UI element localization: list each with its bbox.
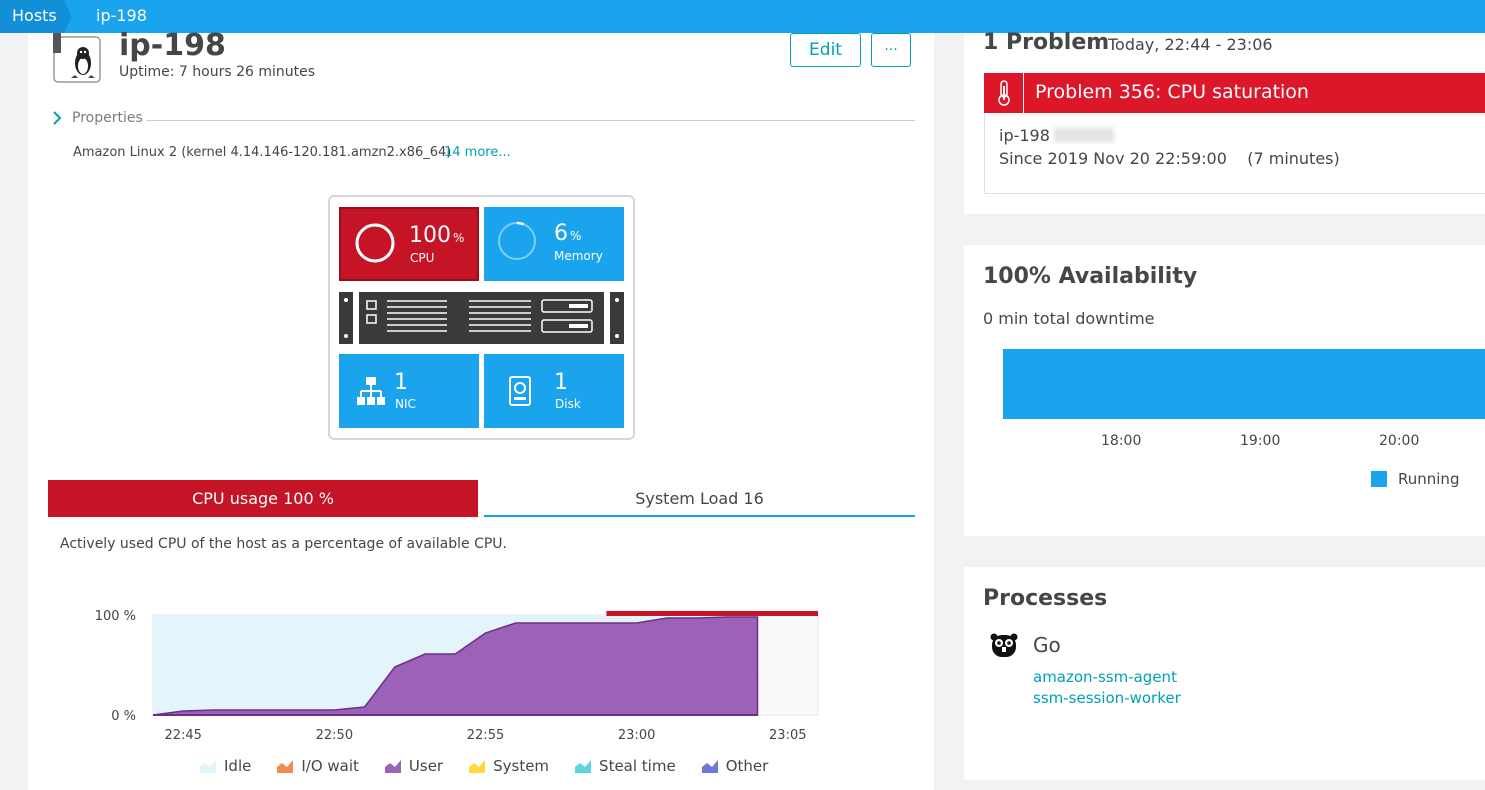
problem-host: ip-198 — [999, 126, 1114, 145]
downtime-text: 0 min total downtime — [983, 309, 1155, 328]
divider — [146, 120, 915, 121]
thermometer-icon — [997, 80, 1010, 106]
legend-label: I/O wait — [301, 757, 359, 775]
processes-card — [964, 567, 1485, 780]
cpu-label: CPU — [410, 251, 435, 265]
go-gopher-icon — [990, 633, 1018, 657]
legend-item[interactable]: I/O wait — [277, 757, 359, 775]
legend-label: Idle — [224, 757, 252, 775]
x-tick-label: 22:55 — [467, 728, 504, 743]
cpu-tile[interactable]: 100% CPU — [339, 207, 479, 281]
chevron-right-icon — [53, 111, 62, 125]
legend-swatch-icon — [200, 760, 216, 773]
process-group-go[interactable]: Go — [1033, 633, 1061, 657]
legend-item[interactable]: Idle — [200, 757, 251, 775]
problem-card — [964, 33, 1485, 214]
disk-value: 1 — [554, 370, 568, 395]
disk-label: Disk — [555, 397, 581, 411]
process-link-amazon-ssm-agent[interactable]: amazon-ssm-agent — [1033, 668, 1177, 686]
x-tick-label: 22:50 — [316, 728, 353, 743]
legend-swatch-icon — [277, 760, 294, 773]
problem-time-range: Today, 22:44 - 23:06 — [1108, 35, 1273, 54]
breadcrumb-hosts[interactable]: Hosts — [0, 0, 72, 33]
y-tick-label: 100 % — [95, 609, 136, 624]
memory-tile[interactable]: 6% Memory — [484, 207, 624, 281]
linux-host-icon — [53, 33, 101, 83]
nic-tile[interactable]: 1 NIC — [339, 354, 479, 428]
breadcrumb-current: ip-198 — [96, 6, 147, 25]
legend-swatch-icon — [469, 760, 486, 773]
running-swatch — [1371, 471, 1387, 487]
cpu-value: 100% — [409, 223, 465, 248]
legend-item[interactable]: System — [469, 757, 549, 775]
server-rack-icon — [339, 292, 624, 344]
availability-tick: 20:00 — [1379, 433, 1420, 449]
processes-heading: Processes — [983, 586, 1108, 611]
legend-swatch-icon — [575, 760, 592, 773]
process-link-ssm-session-worker[interactable]: ssm-session-worker — [1033, 689, 1181, 707]
y-tick-label: 0 % — [111, 709, 136, 724]
chart-description: Actively used CPU of the host as a perce… — [60, 536, 508, 552]
legend-item[interactable]: Other — [701, 757, 769, 775]
legend-item[interactable]: User — [384, 757, 444, 775]
x-tick-label: 23:00 — [618, 728, 655, 743]
nic-value: 1 — [394, 370, 408, 395]
problem-indicator — [606, 611, 818, 616]
availability-tick: 19:00 — [1240, 433, 1281, 449]
x-tick-label: 23:05 — [769, 728, 806, 743]
os-info: Amazon Linux 2 (kernel 4.14.146-120.181.… — [73, 145, 452, 160]
memory-value: 6% — [554, 221, 582, 246]
legend-item[interactable]: Steal time — [575, 757, 676, 775]
legend-swatch-icon — [701, 760, 718, 773]
problem-banner[interactable]: Problem 356: CPU saturation — [984, 73, 1485, 113]
x-tick-label: 22:45 — [164, 728, 201, 743]
problem-icon-box — [984, 73, 1024, 113]
properties-label: Properties — [72, 110, 143, 126]
cpu-gauge-icon — [355, 223, 395, 263]
legend-label: System — [493, 757, 550, 775]
running-label: Running — [1398, 470, 1460, 488]
disk-icon — [509, 376, 531, 406]
redacted-text — [1053, 128, 1114, 142]
memory-label: Memory — [554, 249, 603, 263]
breadcrumb: Hosts ip-198 — [0, 0, 1485, 33]
legend-label: Steal time — [599, 757, 676, 775]
availability-legend[interactable]: Running — [1371, 470, 1459, 488]
nic-label: NIC — [395, 397, 416, 411]
cpu-usage-chart: 100 % 0 % 22:45 22:50 22:55 23:00 23:05 — [95, 609, 819, 743]
properties-toggle[interactable]: Properties — [52, 108, 143, 128]
tab-cpu-usage[interactable]: CPU usage 100 % — [48, 480, 478, 517]
availability-tick: 18:00 — [1101, 433, 1142, 449]
legend-swatch-icon — [384, 760, 401, 773]
tab-system-load[interactable]: System Load 16 — [484, 480, 915, 517]
problem-since: Since 2019 Nov 20 22:59:00 (7 minutes) — [999, 149, 1340, 168]
availability-heading: 100% Availability — [983, 264, 1198, 289]
availability-bar[interactable] — [1003, 349, 1485, 419]
page-title: ip-198 — [119, 28, 226, 63]
legend-label: Other — [725, 757, 769, 775]
problem-heading: 1 Problem — [983, 30, 1110, 55]
network-icon — [357, 377, 385, 405]
more-options-button[interactable]: ··· — [871, 33, 911, 67]
edit-button[interactable]: Edit — [790, 33, 861, 67]
user-series-area — [152, 616, 759, 716]
uptime-text: Uptime: 7 hours 26 minutes — [119, 64, 316, 80]
disk-tile[interactable]: 1 Disk — [484, 354, 624, 428]
problem-title: Problem 356: CPU saturation — [1035, 81, 1309, 103]
memory-gauge-icon — [497, 221, 537, 261]
legend-label: User — [408, 757, 444, 775]
chart-legend: Idle I/O wait User System Steal time Other — [200, 757, 794, 775]
more-properties-link[interactable]: 14 more... — [444, 145, 511, 160]
